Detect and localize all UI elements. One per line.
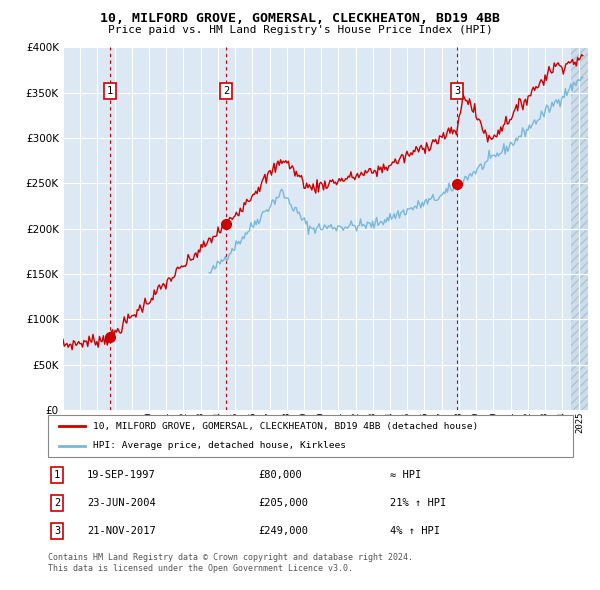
- FancyBboxPatch shape: [48, 415, 573, 457]
- Text: £249,000: £249,000: [258, 526, 308, 536]
- Text: 21% ↑ HPI: 21% ↑ HPI: [390, 498, 446, 507]
- Text: 2: 2: [54, 498, 60, 507]
- Bar: [571, 47, 588, 410]
- Text: 1: 1: [54, 470, 60, 480]
- Text: £80,000: £80,000: [258, 470, 302, 480]
- Text: 23-JUN-2004: 23-JUN-2004: [87, 498, 156, 507]
- Text: 21-NOV-2017: 21-NOV-2017: [87, 526, 156, 536]
- Text: Contains HM Land Registry data © Crown copyright and database right 2024.: Contains HM Land Registry data © Crown c…: [48, 553, 413, 562]
- Text: 4% ↑ HPI: 4% ↑ HPI: [390, 526, 440, 536]
- Text: 1: 1: [107, 86, 113, 96]
- Text: 3: 3: [54, 526, 60, 536]
- Text: ≈ HPI: ≈ HPI: [390, 470, 421, 480]
- Text: 19-SEP-1997: 19-SEP-1997: [87, 470, 156, 480]
- Text: 2: 2: [223, 86, 229, 96]
- Text: This data is licensed under the Open Government Licence v3.0.: This data is licensed under the Open Gov…: [48, 565, 353, 573]
- Text: HPI: Average price, detached house, Kirklees: HPI: Average price, detached house, Kirk…: [92, 441, 346, 450]
- Text: 10, MILFORD GROVE, GOMERSAL, CLECKHEATON, BD19 4BB: 10, MILFORD GROVE, GOMERSAL, CLECKHEATON…: [100, 12, 500, 25]
- Text: 3: 3: [454, 86, 460, 96]
- Text: Price paid vs. HM Land Registry's House Price Index (HPI): Price paid vs. HM Land Registry's House …: [107, 25, 493, 35]
- Text: 10, MILFORD GROVE, GOMERSAL, CLECKHEATON, BD19 4BB (detached house): 10, MILFORD GROVE, GOMERSAL, CLECKHEATON…: [92, 422, 478, 431]
- Text: £205,000: £205,000: [258, 498, 308, 507]
